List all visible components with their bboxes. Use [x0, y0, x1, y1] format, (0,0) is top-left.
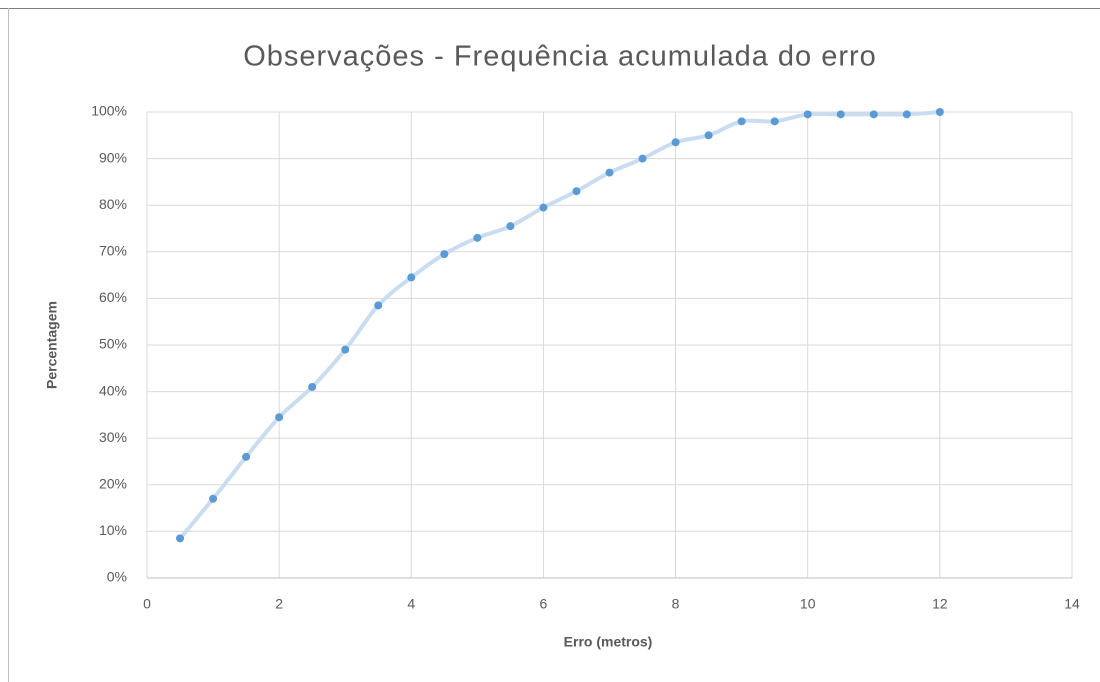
data-point	[671, 138, 680, 147]
y-tick-label: 100%	[91, 103, 127, 119]
data-point	[506, 222, 515, 231]
data-point	[638, 154, 647, 163]
data-point	[176, 534, 185, 543]
x-tick-label: 6	[540, 596, 548, 612]
data-point	[935, 108, 944, 116]
data-point	[440, 250, 449, 259]
data-point	[704, 131, 713, 140]
x-tick-label: 4	[407, 596, 415, 612]
data-point	[473, 233, 482, 242]
x-tick-label: 8	[672, 596, 680, 612]
y-tick-label: 70%	[99, 243, 127, 259]
data-point	[209, 494, 218, 503]
data-point	[770, 117, 779, 126]
data-point	[275, 413, 284, 422]
data-point	[869, 110, 878, 119]
chart-title: Observações - Frequência acumulada do er…	[243, 41, 877, 73]
data-point	[605, 168, 614, 177]
y-tick-label: 20%	[99, 476, 127, 492]
x-tick-label: 14	[1064, 596, 1080, 612]
x-tick-label: 0	[143, 596, 151, 612]
data-point	[803, 110, 812, 119]
x-axis-label: Erro (metros)	[564, 634, 653, 650]
y-axis-label: Percentagem	[44, 301, 60, 389]
y-tick-label: 10%	[99, 522, 127, 538]
data-point	[308, 382, 317, 391]
data-point	[242, 452, 251, 461]
data-point	[539, 203, 548, 212]
data-point	[836, 110, 845, 119]
data-point	[341, 345, 350, 354]
data-point	[407, 273, 416, 282]
data-point	[572, 187, 581, 196]
x-tick-label: 10	[800, 596, 816, 612]
data-point	[374, 301, 383, 310]
data-point	[902, 110, 911, 119]
y-tick-label: 60%	[99, 289, 127, 305]
y-tick-label: 80%	[99, 196, 127, 212]
y-tick-label: 0%	[107, 569, 127, 585]
data-point	[737, 117, 746, 126]
y-tick-label: 30%	[99, 429, 127, 445]
x-tick-label: 2	[275, 596, 283, 612]
x-tick-label: 12	[932, 596, 948, 612]
y-tick-label: 50%	[99, 336, 127, 352]
y-tick-label: 90%	[99, 149, 127, 165]
y-tick-label: 40%	[99, 382, 127, 398]
